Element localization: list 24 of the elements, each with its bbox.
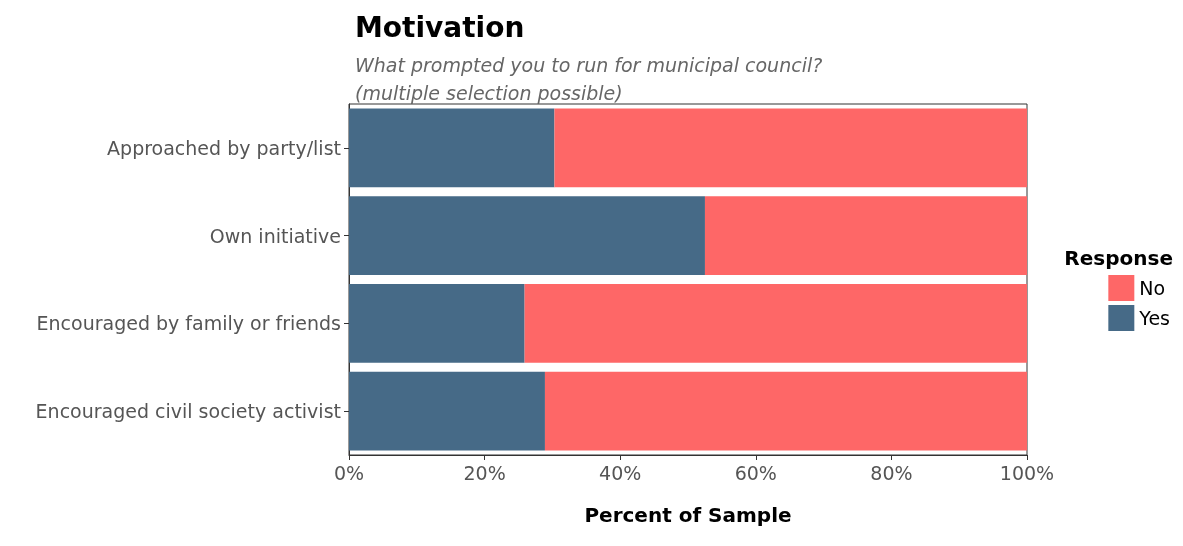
x-tick-label: 100%: [999, 461, 1055, 484]
legend-label: Yes: [1138, 307, 1170, 329]
bar: [524, 283, 1027, 363]
x-tick-label: 80%: [870, 461, 913, 484]
chart-subtitle: What prompted you to run for municipal council? (multiple selection possible): [355, 54, 823, 104]
bar: [349, 371, 545, 451]
chart-title: Motivation: [355, 10, 525, 44]
y-tick-label: Encouraged by family or friends: [36, 312, 341, 335]
legend-title: Response: [1064, 246, 1174, 270]
bar: [349, 283, 525, 363]
x-tick-label: 0%: [333, 461, 365, 484]
bar: [554, 108, 1027, 188]
bar: [349, 108, 555, 188]
x-tick-label: 40%: [599, 461, 642, 484]
y-tick-label: Own initiative: [209, 224, 341, 247]
y-tick-label: Approached by party/list: [107, 136, 341, 159]
x-tick-label: 60%: [734, 461, 777, 484]
bar: [349, 196, 705, 276]
y-tick-label: Encouraged civil society activist: [35, 400, 341, 423]
x-tick-label: 20%: [463, 461, 506, 484]
x-axis-title: Percent of Sample: [584, 503, 792, 527]
bar: [704, 196, 1027, 276]
legend-label: No: [1139, 277, 1166, 299]
bar: [544, 371, 1027, 451]
